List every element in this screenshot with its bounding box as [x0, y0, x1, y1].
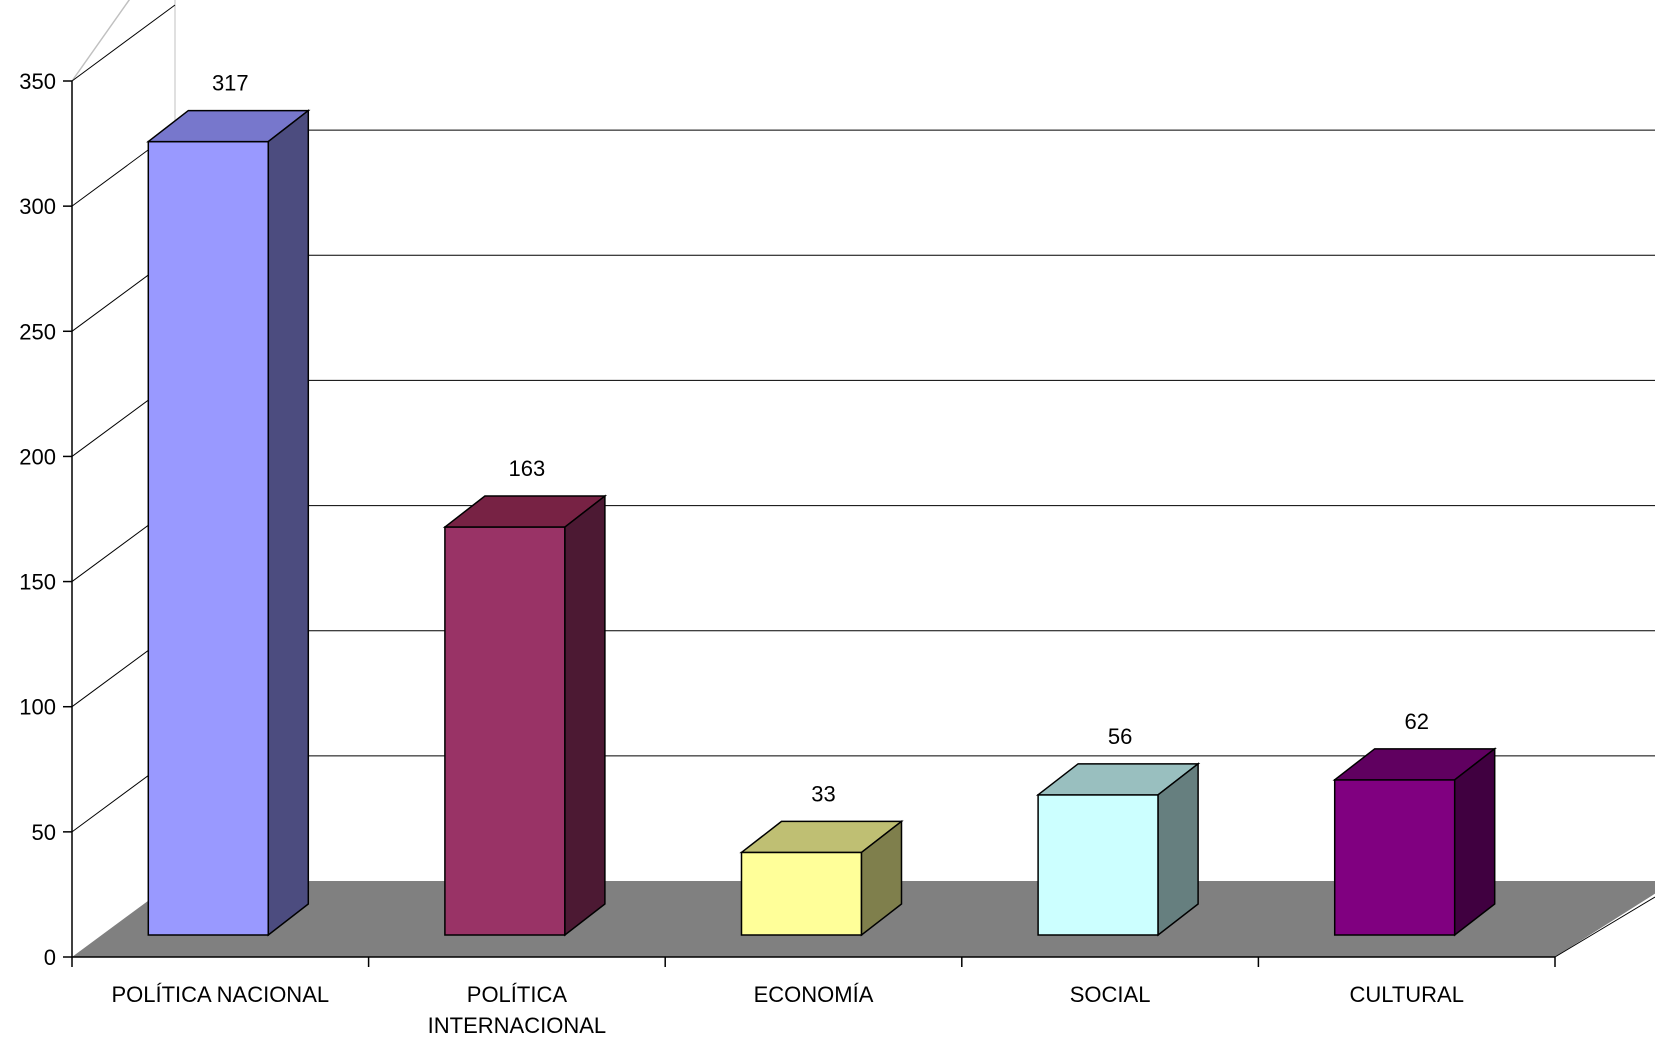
x-category-label: POLÍTICA [467, 982, 568, 1007]
x-category-label: ECONOMÍA [754, 982, 874, 1007]
y-tick-label: 350 [19, 69, 56, 94]
bar-side-face [860, 819, 903, 937]
x-category-label: INTERNACIONAL [428, 1013, 606, 1038]
data-label: 33 [811, 781, 835, 806]
y-axis-tick-labels: 0 50 100 150 200 250 300 350 [19, 69, 56, 970]
x-category-label: POLÍTICA NACIONAL [111, 982, 329, 1007]
bar-side-face [1453, 747, 1496, 937]
y-tick-label: 200 [19, 444, 56, 469]
x-axis-category-labels: POLÍTICA NACIONAL POLÍTICA INTERNACIONAL EC… [111, 982, 1463, 1038]
x-category-label: SOCIAL [1070, 982, 1151, 1007]
y-tick-label: 150 [19, 570, 56, 595]
y-tick-label: 300 [19, 194, 56, 219]
bars [146, 109, 1497, 937]
x-category-label: CULTURAL [1349, 982, 1464, 1007]
bar-side-face [564, 494, 606, 937]
y-tick-label: 0 [44, 945, 56, 970]
bar-front-face [1037, 794, 1159, 936]
bar-front-face [740, 851, 863, 936]
bar-front-face [444, 526, 566, 936]
bar-front-face [147, 140, 270, 936]
y-tick-label: 50 [32, 820, 56, 845]
bar [442, 494, 608, 937]
bar [146, 109, 311, 937]
y-tick-label: 250 [19, 319, 56, 344]
data-label: 56 [1108, 724, 1132, 749]
wall-top-edge [71, 0, 131, 82]
data-label: 317 [212, 71, 249, 96]
data-label: 163 [509, 456, 546, 481]
bar [1332, 747, 1497, 937]
data-labels: 317 163 33 56 62 [212, 71, 1429, 807]
floor-right-edge [1554, 896, 1655, 958]
y-tick-label: 100 [19, 695, 56, 720]
axes [63, 80, 1655, 967]
bar-side-face [1157, 762, 1199, 937]
bar [1035, 762, 1201, 937]
bar-side-face [267, 109, 310, 937]
data-label: 62 [1404, 709, 1428, 734]
bar [739, 819, 904, 937]
gridline-diagonal [71, 4, 176, 82]
bar-front-face [1333, 779, 1456, 936]
